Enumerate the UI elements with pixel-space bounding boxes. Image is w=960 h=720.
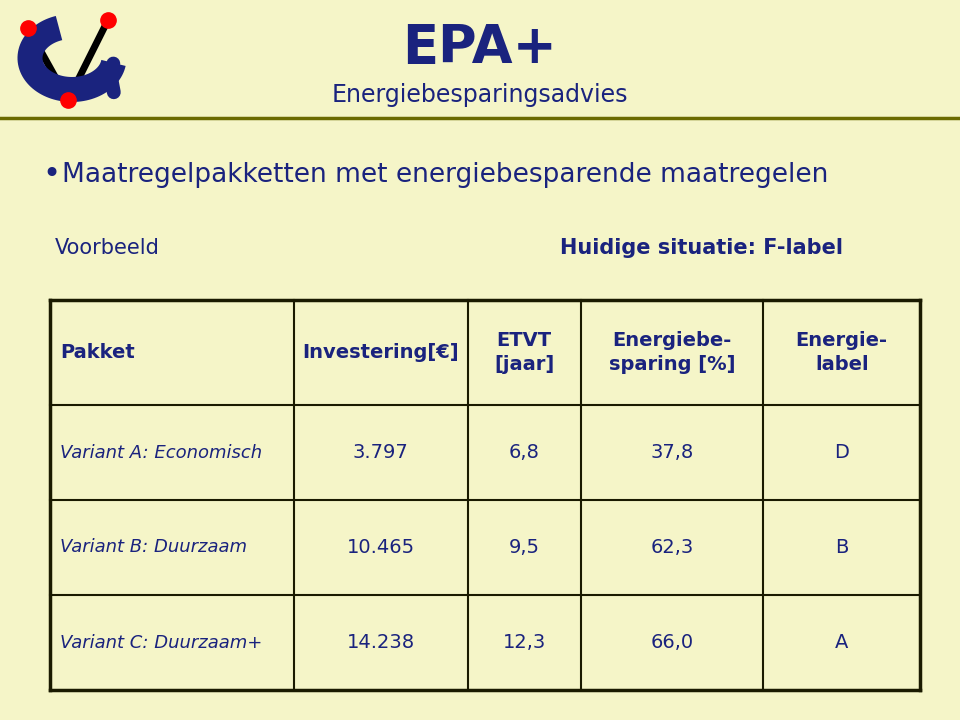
Text: Pakket: Pakket [60,343,134,362]
Text: Huidige situatie: F-label: Huidige situatie: F-label [560,238,843,258]
Text: B: B [835,538,849,557]
Text: 12,3: 12,3 [502,633,546,652]
Text: Voorbeeld: Voorbeeld [55,238,160,258]
Text: Variant A: Economisch: Variant A: Economisch [60,444,262,462]
Text: 37,8: 37,8 [651,443,694,462]
Text: Investering[€]: Investering[€] [302,343,459,362]
Text: Maatregelpakketten met energiebesparende maatregelen: Maatregelpakketten met energiebesparende… [62,162,828,188]
Text: 66,0: 66,0 [651,633,694,652]
Text: A: A [835,633,849,652]
Text: ETVT
[jaar]: ETVT [jaar] [494,330,554,374]
Text: 14.238: 14.238 [347,633,415,652]
Text: 3.797: 3.797 [352,443,408,462]
Text: 6,8: 6,8 [509,443,540,462]
Text: •: • [42,161,60,189]
Text: Energiebesparingsadvies: Energiebesparingsadvies [332,83,628,107]
Text: D: D [834,443,850,462]
Text: 62,3: 62,3 [651,538,694,557]
Text: 9,5: 9,5 [509,538,540,557]
Text: Variant B: Duurzaam: Variant B: Duurzaam [60,539,247,557]
Text: EPA+: EPA+ [402,22,558,74]
Text: Variant C: Duurzaam+: Variant C: Duurzaam+ [60,634,262,652]
Text: 10.465: 10.465 [347,538,415,557]
Text: Energie-
label: Energie- label [796,330,888,374]
Text: Energiebe-
sparing [%]: Energiebe- sparing [%] [609,330,735,374]
